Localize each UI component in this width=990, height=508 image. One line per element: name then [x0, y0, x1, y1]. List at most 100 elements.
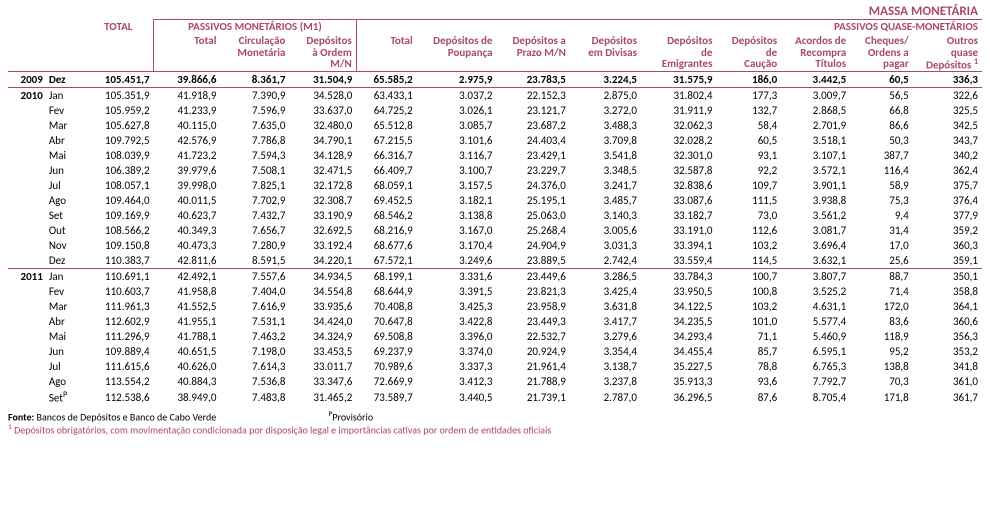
cell-div: 2.787,0: [570, 389, 641, 406]
cell-dep: 32.471,5: [289, 163, 356, 178]
month-cell: Set: [47, 208, 84, 223]
cell-emi: 33.784,3: [641, 269, 716, 285]
cell-poup: 3.085,7: [417, 118, 497, 133]
cell-cheq: 56,5: [850, 88, 913, 104]
cell-m1_total: 42.492,1: [154, 269, 221, 285]
cell-prazo: 23.429,1: [496, 148, 569, 163]
cell-dep: 34.528,0: [289, 88, 356, 104]
cell-acrt: 5.577,4: [781, 314, 850, 329]
cell-poup: 3.422,8: [417, 314, 497, 329]
cell-poup: 3.440,5: [417, 389, 497, 406]
month-cell: Dez: [47, 253, 84, 269]
table-row: SetP112.538,638.949,07.483,831.465,273.5…: [8, 389, 982, 406]
cell-dep: 32.692,5: [289, 223, 356, 238]
cell-cau: 78,8: [716, 359, 781, 374]
cell-outr: 360,6: [913, 314, 982, 329]
cell-total: 112.602,9: [83, 314, 153, 329]
cell-poup: 3.182,1: [417, 193, 497, 208]
month-cell: Ago: [47, 193, 84, 208]
table-row: 2011Jan110.691,142.492,17.557,634.934,56…: [8, 269, 982, 285]
cell-dep: 34.128,9: [289, 148, 356, 163]
year-cell: [8, 359, 47, 374]
cell-acrt: 8.705,4: [781, 389, 850, 406]
cell-cau: 114,5: [716, 253, 781, 269]
month-cell: Mar: [47, 118, 84, 133]
cell-div: 3.709,8: [570, 133, 641, 148]
cell-dep: 31.465,2: [289, 389, 356, 406]
cell-div: 3.237,8: [570, 374, 641, 389]
cell-cau: 71,1: [716, 329, 781, 344]
cell-dep: 34.790,1: [289, 133, 356, 148]
cell-m1_total: 40.651,5: [154, 344, 221, 359]
table-row: Ago113.554,240.884,37.536,833.347,672.66…: [8, 374, 982, 389]
cell-m1_total: 39.998,0: [154, 178, 221, 193]
cell-acrt: 3.009,7: [781, 88, 850, 104]
cell-m1_total: 40.626,0: [154, 359, 221, 374]
col-qm-emi: DepósitosdeEmigrantes: [641, 34, 716, 72]
cell-emi: 34.122,5: [641, 299, 716, 314]
month-cell: Jul: [47, 178, 84, 193]
source-text: Bancos de Depósitos e Banco de Cabo Verd…: [37, 410, 217, 423]
month-cell: Jun: [47, 344, 84, 359]
year-cell: [8, 389, 47, 406]
cell-circ: 8.591,5: [220, 253, 289, 269]
cell-emi: 35.227,5: [641, 359, 716, 374]
cell-cau: 93,6: [716, 374, 781, 389]
col-m1-total: Total: [154, 34, 221, 72]
year-cell: [8, 374, 47, 389]
table-row: Mai111.296,941.788,17.463,234.324,969.50…: [8, 329, 982, 344]
cell-acrt: 5.460,9: [781, 329, 850, 344]
cell-cau: 60,5: [716, 133, 781, 148]
cell-total: 109.889,4: [83, 344, 153, 359]
cell-prazo: 21.788,9: [496, 374, 569, 389]
month-cell: Abr: [47, 133, 84, 148]
cell-circ: 7.463,2: [220, 329, 289, 344]
month-cell: Jun: [47, 163, 84, 178]
cell-prazo: 24.403,4: [496, 133, 569, 148]
cell-poup: 3.026,1: [417, 103, 497, 118]
cell-circ: 8.361,7: [220, 72, 289, 88]
cell-emi: 33.182,7: [641, 208, 716, 223]
source-label: Fonte:: [8, 410, 34, 423]
cell-cheq: 95,2: [850, 344, 913, 359]
year-cell: [8, 163, 47, 178]
cell-cheq: 9,4: [850, 208, 913, 223]
cell-emi: 34.235,5: [641, 314, 716, 329]
col-qm-div: Depósitosem Divisas: [570, 34, 641, 72]
cell-cheq: 66,8: [850, 103, 913, 118]
cell-total: 110.691,1: [83, 269, 153, 285]
cell-emi: 34.455,4: [641, 344, 716, 359]
cell-prazo: 21.739,1: [496, 389, 569, 406]
cell-cau: 177,3: [716, 88, 781, 104]
cell-cheq: 50,3: [850, 133, 913, 148]
cell-dep: 33.190,9: [289, 208, 356, 223]
cell-cheq: 71,4: [850, 284, 913, 299]
cell-total: 111.615,6: [83, 359, 153, 374]
cell-div: 3.354,4: [570, 344, 641, 359]
cell-div: 2.875,0: [570, 88, 641, 104]
year-cell: [8, 344, 47, 359]
cell-total: 109.150,8: [83, 238, 153, 253]
cell-outr: 361,0: [913, 374, 982, 389]
month-cell: Fev: [47, 284, 84, 299]
cell-cau: 100,8: [716, 284, 781, 299]
cell-m1_total: 40.623,7: [154, 208, 221, 223]
cell-m1_total: 41.918,9: [154, 88, 221, 104]
cell-cheq: 171,8: [850, 389, 913, 406]
cell-cau: 112,6: [716, 223, 781, 238]
cell-circ: 7.594,3: [220, 148, 289, 163]
cell-emi: 36.296,5: [641, 389, 716, 406]
table-row: Mai108.039,941.723,27.594,334.128,966.31…: [8, 148, 982, 163]
cell-poup: 3.391,5: [417, 284, 497, 299]
cell-m1_total: 40.349,3: [154, 223, 221, 238]
cell-div: 3.031,3: [570, 238, 641, 253]
cell-m1_total: 41.723,2: [154, 148, 221, 163]
cell-prazo: 23.889,5: [496, 253, 569, 269]
cell-circ: 7.198,0: [220, 344, 289, 359]
cell-outr: 322,6: [913, 88, 982, 104]
cell-poup: 3.116,7: [417, 148, 497, 163]
cell-div: 3.631,8: [570, 299, 641, 314]
table-row: Set109.169,940.623,77.432,733.190,968.54…: [8, 208, 982, 223]
cell-emi: 32.301,0: [641, 148, 716, 163]
month-cell: Mar: [47, 299, 84, 314]
